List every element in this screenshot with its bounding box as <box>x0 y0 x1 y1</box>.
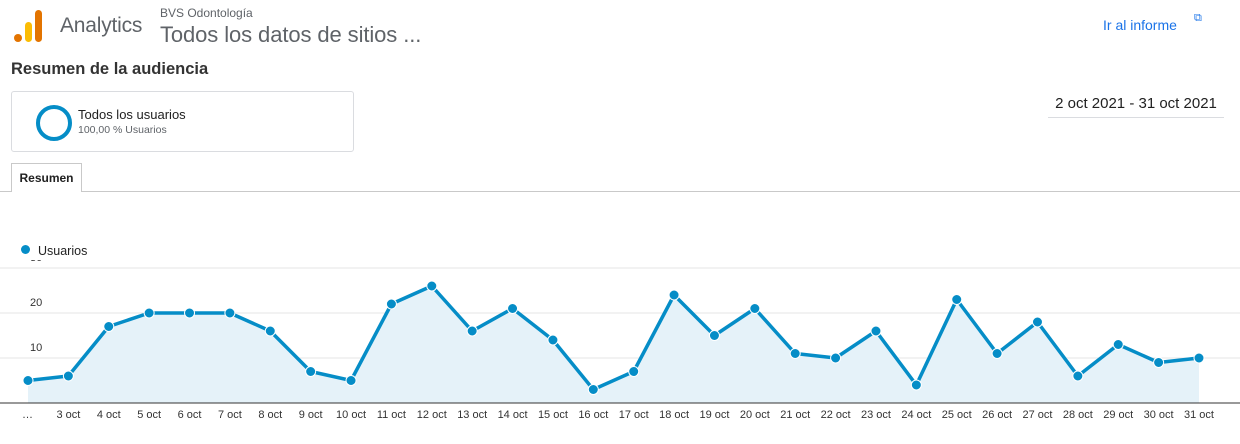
x-tick-label: 8 oct <box>258 409 282 421</box>
data-point <box>426 280 438 292</box>
y-tick-label: 10 <box>30 342 42 354</box>
x-tick-label: 29 oct <box>1103 409 1133 421</box>
data-point <box>224 307 236 319</box>
segment-name: Todos los usuarios <box>78 107 186 122</box>
x-tick-label: 21 oct <box>780 409 810 421</box>
data-point <box>870 325 882 337</box>
chart-legend: Usuarios <box>21 244 87 258</box>
legend-label: Usuarios <box>38 244 88 258</box>
data-point <box>749 303 761 314</box>
data-point <box>910 379 922 391</box>
segment-card[interactable]: Todos los usuarios 100,00 % Usuarios <box>11 91 354 152</box>
x-tick-label: 17 oct <box>619 409 649 421</box>
data-point <box>305 366 317 377</box>
x-tick-label: 13 oct <box>457 409 487 421</box>
data-point <box>385 298 397 310</box>
x-tick-label: 28 oct <box>1063 409 1093 421</box>
account-name[interactable]: BVS Odontología <box>160 6 253 20</box>
data-point <box>1072 370 1084 382</box>
data-point <box>507 303 519 314</box>
series-line <box>27 284 1200 392</box>
data-point <box>184 307 196 319</box>
data-point <box>708 330 720 341</box>
series-area <box>28 286 1199 403</box>
data-point <box>991 348 1003 359</box>
x-tick-label: 19 oct <box>699 409 729 421</box>
data-point <box>789 348 801 359</box>
app-name: Analytics <box>60 14 143 37</box>
data-point <box>587 384 599 395</box>
x-tick-label: 3 oct <box>56 409 80 421</box>
data-point <box>1031 316 1043 328</box>
data-point <box>264 325 276 337</box>
data-point <box>951 294 963 305</box>
data-point <box>1153 357 1165 368</box>
x-tick-label: 22 oct <box>821 409 851 421</box>
logo-bar-mid <box>25 22 32 42</box>
analytics-logo-icon <box>14 10 44 42</box>
data-point <box>345 375 357 386</box>
x-tick-label: 23 oct <box>861 409 891 421</box>
x-tick-label: 30 oct <box>1144 409 1174 421</box>
x-tick-label: 11 oct <box>377 409 406 421</box>
x-tick-label: 24 oct <box>901 409 931 421</box>
data-point <box>143 307 155 319</box>
external-link-icon[interactable]: ⧉ <box>1194 12 1202 24</box>
x-tick-label: … <box>22 409 33 421</box>
x-tick-label: 27 oct <box>1022 409 1052 421</box>
y-tick-label: 20 <box>30 297 42 309</box>
y-tick-label: 30 <box>30 260 42 264</box>
x-tick-label: 6 oct <box>178 409 202 421</box>
data-point <box>1193 352 1205 364</box>
data-point <box>668 289 680 301</box>
x-tick-label: 16 oct <box>578 409 608 421</box>
data-point <box>466 325 478 337</box>
x-tick-label: 14 oct <box>498 409 528 421</box>
tab-bar-divider <box>0 191 1240 192</box>
data-point <box>103 321 115 332</box>
x-tick-label: 26 oct <box>982 409 1012 421</box>
data-point <box>547 334 559 346</box>
data-point <box>62 370 74 382</box>
data-point <box>830 352 842 364</box>
logo-bar-tall <box>35 10 42 42</box>
x-tick-label: 12 oct <box>417 409 447 421</box>
x-tick-label: 4 oct <box>97 409 121 421</box>
legend-dot-icon <box>21 245 30 254</box>
x-tick-label: 20 oct <box>740 409 770 421</box>
data-point <box>1112 339 1124 350</box>
x-tick-label: 31 oct <box>1184 409 1214 421</box>
segment-ring-icon <box>36 105 72 141</box>
property-selector[interactable]: Todos los datos de sitios ... <box>160 22 422 47</box>
go-to-report-link[interactable]: Ir al informe <box>1103 17 1177 33</box>
x-tick-label: 5 oct <box>137 409 161 421</box>
x-tick-label: 25 oct <box>942 409 972 421</box>
page-title: Resumen de la audiencia <box>11 60 209 78</box>
data-point <box>628 366 640 377</box>
logo-dot <box>14 34 22 42</box>
x-tick-label: 18 oct <box>659 409 689 421</box>
x-tick-label: 7 oct <box>218 409 242 421</box>
tab-resumen[interactable]: Resumen <box>11 163 82 192</box>
x-tick-label: 15 oct <box>538 409 568 421</box>
x-tick-label: 10 oct <box>336 409 366 421</box>
data-point <box>22 375 34 386</box>
segment-detail: 100,00 % Usuarios <box>78 124 167 136</box>
users-line-chart: 10 20 30 … 3 oct 4 oct 5 oct 6 oct 7 oct 8 oct 9 o… <box>0 260 1240 421</box>
date-range-picker[interactable]: 2 oct 2021 - 31 oct 2021 <box>1048 95 1224 118</box>
x-tick-label: 9 oct <box>299 409 323 421</box>
